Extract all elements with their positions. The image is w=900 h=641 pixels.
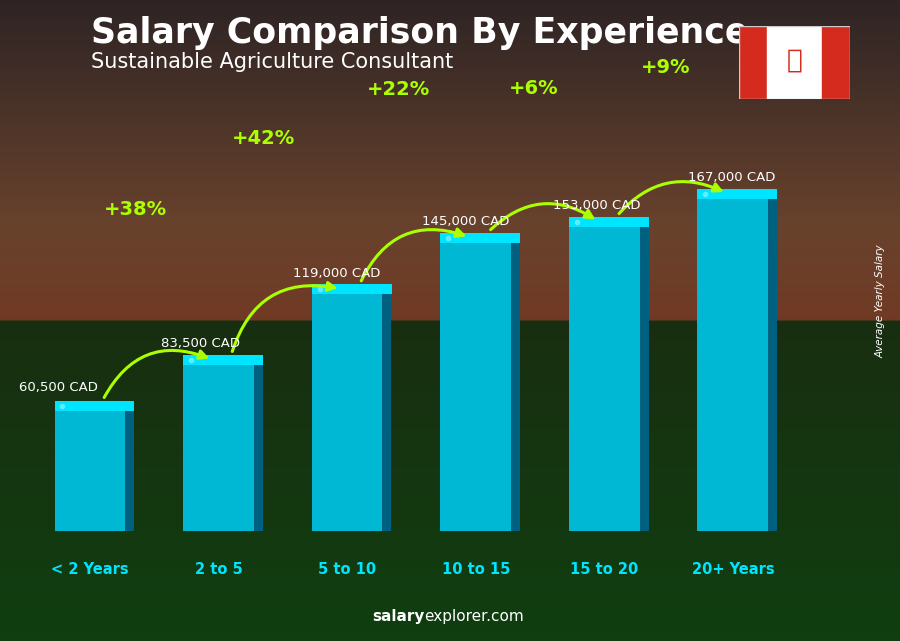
Bar — [55, 411, 125, 531]
Text: +6%: +6% — [508, 79, 558, 98]
Bar — [311, 294, 382, 531]
Text: 83,500 CAD: 83,500 CAD — [161, 337, 239, 350]
Text: < 2 Years: < 2 Years — [51, 562, 129, 576]
Text: +42%: +42% — [232, 129, 295, 148]
Text: 153,000 CAD: 153,000 CAD — [553, 199, 641, 212]
Text: 119,000 CAD: 119,000 CAD — [293, 267, 381, 280]
Bar — [767, 26, 822, 99]
Text: explorer.com: explorer.com — [424, 609, 524, 624]
Bar — [640, 227, 649, 531]
Text: Sustainable Agriculture Consultant: Sustainable Agriculture Consultant — [91, 52, 454, 72]
Text: 60,500 CAD: 60,500 CAD — [19, 381, 98, 394]
Bar — [822, 26, 850, 99]
Bar — [511, 242, 520, 531]
Bar — [769, 199, 778, 531]
Bar — [382, 294, 392, 531]
Bar — [184, 355, 263, 365]
Text: 10 to 15: 10 to 15 — [442, 562, 510, 576]
Bar — [569, 217, 649, 227]
Text: 145,000 CAD: 145,000 CAD — [422, 215, 509, 228]
Bar — [698, 189, 778, 199]
Text: 15 to 20: 15 to 20 — [571, 562, 638, 576]
Bar — [184, 365, 254, 531]
Text: 20+ Years: 20+ Years — [691, 562, 774, 576]
Bar — [125, 411, 134, 531]
Text: 2 to 5: 2 to 5 — [194, 562, 242, 576]
Text: 167,000 CAD: 167,000 CAD — [688, 172, 775, 185]
Text: Salary Comparison By Experience: Salary Comparison By Experience — [91, 17, 749, 51]
Text: +9%: +9% — [641, 58, 691, 76]
Bar — [440, 242, 511, 531]
Bar — [311, 285, 392, 294]
Bar — [254, 365, 263, 531]
Bar — [569, 227, 640, 531]
Bar — [739, 26, 767, 99]
Text: +22%: +22% — [367, 79, 430, 99]
Text: Average Yearly Salary: Average Yearly Salary — [876, 244, 886, 358]
Text: +38%: +38% — [104, 199, 166, 219]
Text: 5 to 10: 5 to 10 — [318, 562, 376, 576]
Bar — [440, 233, 520, 242]
Bar — [55, 401, 134, 411]
Text: 🍁: 🍁 — [787, 47, 802, 74]
Text: salary: salary — [372, 609, 424, 624]
Bar — [698, 199, 769, 531]
